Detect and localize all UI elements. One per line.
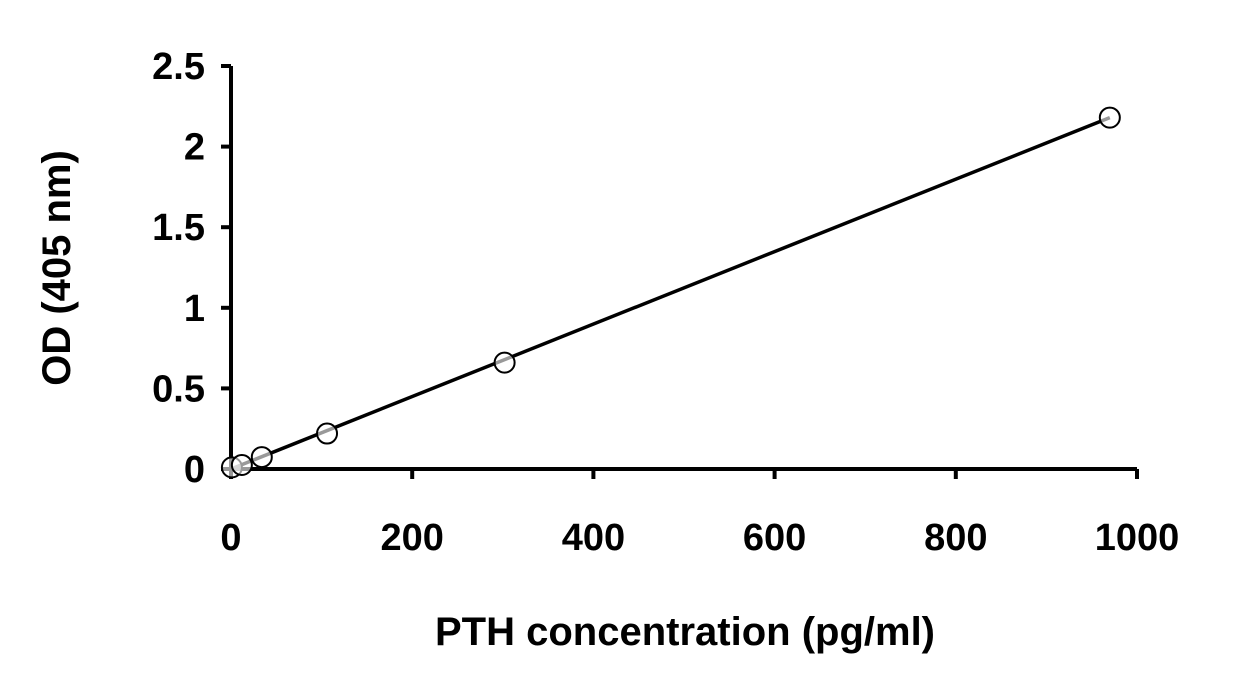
- trendline: [230, 115, 1111, 471]
- y-axis-label: OD (405 nm): [35, 150, 79, 386]
- x-tick-label: 600: [743, 517, 806, 559]
- trendline-segment: [230, 115, 1111, 471]
- data-point: [230, 453, 253, 476]
- x-tick-label: 0: [220, 517, 241, 559]
- y-tick-label: 1.5: [152, 207, 205, 249]
- y-tick-label: 0.5: [152, 368, 205, 410]
- y-tick-label: 0: [184, 449, 205, 491]
- x-tick-label: 400: [562, 517, 625, 559]
- x-tick-label: 800: [924, 517, 987, 559]
- data-points: [220, 106, 1121, 479]
- y-tick-label: 2: [184, 127, 205, 169]
- y-tick-label: 2.5: [152, 46, 205, 88]
- y-ticks: 0 0.5 1 1.5 2 2.5: [152, 46, 231, 491]
- y-tick-label: 1: [184, 288, 205, 330]
- data-point: [316, 422, 339, 445]
- x-tick-label: 1000: [1095, 517, 1180, 559]
- x-ticks: 0 200 400 600 800 1000: [220, 469, 1179, 559]
- x-tick-label: 200: [380, 517, 443, 559]
- data-point: [493, 351, 516, 374]
- axes: [223, 66, 1137, 477]
- data-point: [250, 446, 273, 469]
- x-axis-label: PTH concentration (pg/ml): [435, 610, 935, 654]
- data-point: [1098, 106, 1121, 129]
